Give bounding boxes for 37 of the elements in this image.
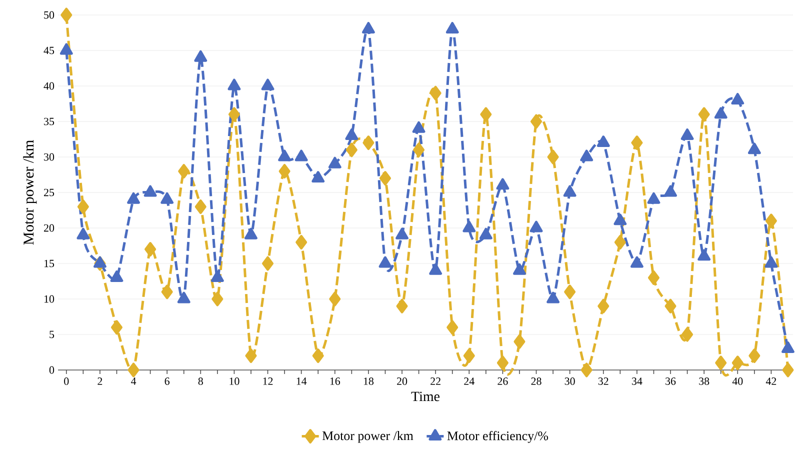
x-tick-label: 0 — [64, 378, 69, 385]
x-tick-label: 6 — [164, 378, 170, 385]
y-tick-label: 0 — [49, 366, 54, 374]
x-tick-label: 28 — [531, 378, 542, 385]
x-tick-label: 30 — [564, 378, 575, 385]
y-tick-label: 5 — [50, 330, 54, 338]
y-tick-label: 25 — [44, 188, 54, 196]
y-tick-label: 35 — [44, 118, 54, 126]
x-tick-label: 12 — [263, 378, 273, 385]
x-tick-label: 26 — [498, 378, 508, 385]
x-tick-label: 18 — [364, 378, 374, 385]
legend-label: Motor efficiency/% — [447, 430, 548, 443]
x-tick-label: 42 — [766, 378, 776, 385]
y-tick-label: 15 — [44, 260, 54, 268]
y-axis-title: Motor power /km — [23, 140, 37, 245]
x-tick-label: 34 — [632, 378, 642, 385]
x-tick-label: 16 — [330, 378, 340, 385]
y-tick-label: 10 — [44, 295, 54, 303]
x-tick-label: 36 — [666, 378, 676, 385]
x-tick-label: 20 — [397, 378, 408, 385]
x-tick-label: 32 — [598, 378, 608, 385]
y-tick-label: 30 — [44, 153, 54, 161]
x-tick-label: 2 — [98, 378, 102, 385]
y-tick-label: 40 — [44, 82, 54, 90]
x-tick-label: 10 — [230, 378, 240, 385]
x-tick-label: 40 — [732, 378, 743, 385]
x-tick-label: 14 — [296, 378, 307, 385]
legend-label: Motor power /km — [322, 431, 414, 443]
x-tick-label: 24 — [464, 378, 474, 385]
y-tick-label: 45 — [44, 46, 54, 54]
y-tick-label: 20 — [44, 224, 54, 232]
x-axis-title: Time — [411, 392, 440, 402]
x-tick-label: 4 — [130, 378, 136, 385]
y-tick-label: 50 — [44, 11, 54, 19]
x-tick-label: 22 — [430, 378, 440, 385]
x-tick-label: 8 — [198, 378, 203, 385]
x-tick-label: 38 — [699, 378, 710, 385]
